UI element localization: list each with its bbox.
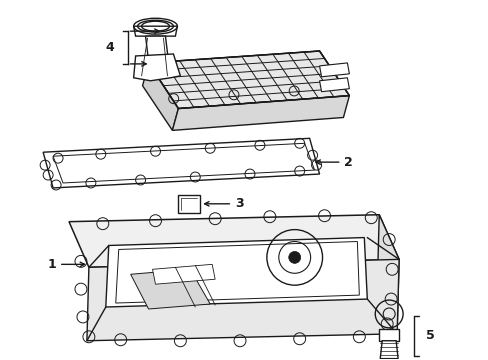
Bar — [379, 329, 398, 341]
Polygon shape — [145, 36, 168, 61]
Polygon shape — [69, 215, 398, 267]
Text: 1: 1 — [47, 258, 84, 271]
Polygon shape — [376, 215, 398, 334]
Polygon shape — [133, 26, 177, 36]
Text: 4: 4 — [105, 41, 114, 54]
Polygon shape — [152, 264, 215, 284]
Polygon shape — [130, 269, 210, 309]
Bar — [178, 195, 200, 213]
Polygon shape — [87, 260, 398, 341]
Polygon shape — [142, 63, 178, 130]
Text: 3: 3 — [204, 197, 243, 210]
Circle shape — [288, 251, 300, 264]
Text: 2: 2 — [315, 156, 352, 168]
Polygon shape — [319, 78, 349, 92]
Polygon shape — [319, 63, 349, 77]
Polygon shape — [380, 341, 397, 359]
Polygon shape — [172, 96, 349, 130]
Text: 5: 5 — [425, 329, 434, 342]
Polygon shape — [133, 54, 180, 81]
Polygon shape — [43, 138, 319, 188]
Polygon shape — [105, 238, 366, 307]
Polygon shape — [148, 51, 349, 109]
